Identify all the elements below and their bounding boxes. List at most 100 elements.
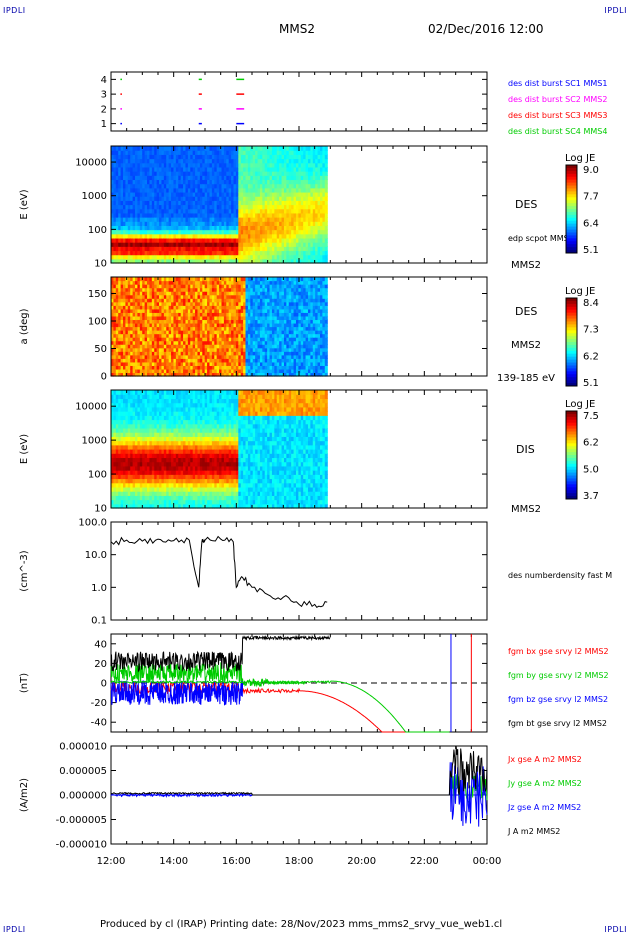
des-energy-cell (271, 183, 275, 189)
des-energy-cell (204, 208, 208, 214)
des-energy-cell (223, 217, 227, 222)
des-pitch-cell (135, 315, 139, 321)
des-pitch-cell (130, 298, 134, 303)
des-pitch-cell (199, 284, 203, 289)
burst-y-tick-label: 1 (101, 119, 107, 130)
des-pitch-cell (118, 294, 122, 299)
des-pitch-cell (238, 315, 242, 321)
des-energy-cell (310, 237, 314, 243)
des-pitch-cell (276, 372, 280, 377)
des-pitch-cell (283, 284, 287, 289)
des-energy-cell (293, 183, 297, 189)
des-pitch-cell (295, 372, 299, 377)
des-energy-cell (149, 175, 153, 181)
des-pitch-cell (137, 294, 141, 299)
des-energy-cell (139, 179, 143, 185)
des-energy-cell (269, 191, 273, 197)
des-energy-cell (168, 200, 172, 206)
des-energy-cell (197, 233, 201, 239)
des-pitch-cell (132, 330, 136, 335)
des-energy-cell (161, 150, 165, 155)
des-energy-cell (295, 200, 299, 206)
des-energy-cell (303, 196, 307, 201)
des-energy-cell (161, 146, 165, 151)
des-pitch-cell (197, 330, 201, 335)
des-energy-cell (127, 162, 131, 168)
des-energy-colorbar-cell (566, 170, 577, 175)
des-pitch-cell (250, 294, 254, 299)
des-energy-cell (135, 233, 139, 239)
des-pitch-cell (231, 326, 235, 331)
des-pitch-cell (115, 291, 119, 296)
des-pitch-cell (178, 280, 182, 285)
des-pitch-cell (209, 284, 213, 289)
des-pitch-cell (115, 351, 119, 356)
des-pitch-cell (130, 312, 134, 317)
des-energy-cell (171, 146, 175, 151)
des-energy-cell (214, 146, 218, 151)
des-pitch-cell (250, 322, 254, 328)
des-pitch-cell (276, 305, 280, 310)
des-energy-cell (163, 191, 167, 197)
des-energy-cell (180, 254, 184, 260)
des-pitch-cell (228, 287, 232, 292)
des-pitch-cell (221, 365, 225, 370)
des-pitch-cell (271, 280, 275, 285)
des-pitch-cell (214, 351, 218, 356)
des-energy-cell (127, 191, 131, 197)
des-pitch-cell (226, 305, 230, 310)
des-energy-cell (252, 175, 256, 181)
des-pitch-cell (211, 351, 215, 356)
des-pitch-cell (163, 301, 167, 306)
des-pitch-cell (228, 315, 232, 321)
des-energy-cell (286, 250, 290, 256)
des-energy-cell (267, 242, 271, 247)
des-energy-cell (137, 204, 141, 210)
des-pitch-cell (154, 347, 158, 352)
des-energy-cell (139, 225, 143, 231)
des-energy-cell (147, 237, 151, 243)
des-energy-cell (228, 204, 232, 210)
des-energy-cell (238, 166, 242, 172)
des-energy-cell (197, 150, 201, 155)
des-energy-cell (180, 183, 184, 189)
des-pitch-cell (211, 319, 215, 324)
des-energy-cell (120, 187, 124, 193)
des-energy-cell (204, 166, 208, 172)
des-pitch-cell (147, 354, 151, 359)
des-pitch-cell (243, 301, 247, 306)
des-energy-cell (233, 217, 237, 222)
des-energy-cell (291, 225, 295, 231)
des-energy-cell (192, 233, 196, 239)
des-pitch-cell (139, 294, 143, 299)
des-energy-cell (315, 221, 319, 226)
des-pitch-cell (132, 333, 136, 338)
des-energy-cell (259, 175, 263, 181)
des-pitch-cell (120, 365, 124, 370)
des-energy-cell (322, 212, 326, 218)
des-energy-cell (185, 196, 189, 201)
des-energy-cell (149, 233, 153, 239)
des-pitch-cell (214, 315, 218, 321)
des-pitch-cell (288, 322, 292, 328)
des-energy-cell (190, 212, 194, 218)
des-pitch-cell (240, 354, 244, 359)
des-pitch-cell (247, 280, 251, 285)
des-pitch-cell (127, 351, 131, 356)
des-energy-cell (135, 187, 139, 193)
des-energy-cell (173, 242, 177, 247)
des-energy-cell (228, 200, 232, 206)
des-energy-cell (305, 258, 309, 264)
des-energy-cell (135, 204, 139, 210)
des-energy-cell (132, 179, 136, 185)
des-pitch-cell (113, 312, 117, 317)
des-pitch-cell (197, 337, 201, 342)
des-pitch-cell (180, 365, 184, 370)
des-pitch-cell (113, 368, 117, 374)
des-pitch-cell (247, 330, 251, 335)
des-pitch-cell (166, 344, 170, 349)
des-energy-cell (156, 221, 160, 226)
des-energy-cell (195, 246, 199, 252)
des-pitch-cell (209, 305, 213, 310)
des-pitch-cell (216, 326, 220, 331)
